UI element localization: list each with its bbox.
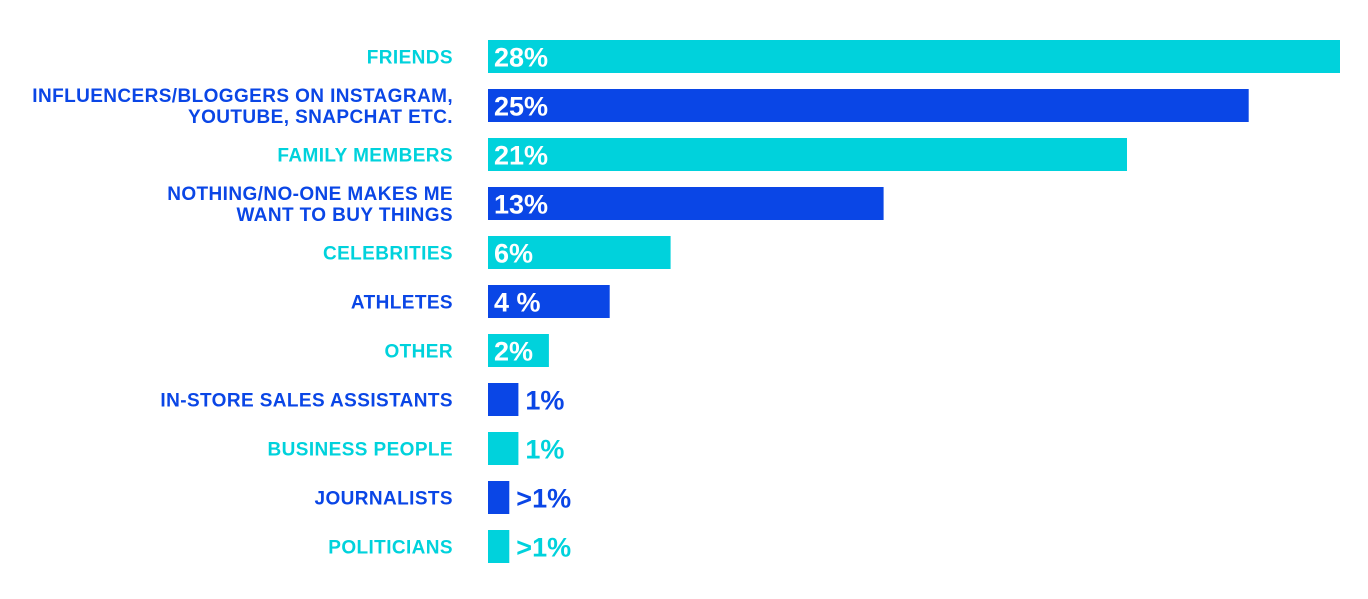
- category-label-line: FAMILY MEMBERS: [277, 146, 453, 167]
- category-label-line: ATHLETES: [351, 293, 453, 314]
- category-label-10: JOURNALISTS: [315, 489, 453, 510]
- category-label-5: CELEBRITIES: [323, 244, 453, 265]
- category-label-line: NOTHING/NO-ONE MAKES ME: [167, 184, 453, 205]
- category-label-2: INFLUENCERS/BLOGGERS ON INSTAGRAM, YOUTUB…: [32, 86, 453, 128]
- category-label-1: FRIENDS: [367, 48, 453, 69]
- category-label-7: OTHER: [385, 342, 454, 363]
- bar-6: [488, 285, 610, 318]
- bar-10: [488, 481, 510, 514]
- value-label-3: 21%: [494, 141, 548, 171]
- value-label-11: >1%: [516, 533, 571, 563]
- bar-8: [488, 383, 519, 416]
- category-label-11: POLITICIANS: [328, 538, 453, 559]
- bar-3: [488, 138, 1127, 171]
- value-label-8: 1%: [525, 386, 564, 416]
- bar-1: [488, 40, 1340, 73]
- value-label-2: 25%: [494, 92, 548, 122]
- bar-11: [488, 530, 510, 563]
- bar-2: [488, 89, 1249, 122]
- value-label-9: 1%: [525, 435, 564, 465]
- category-label-line: FRIENDS: [367, 48, 453, 69]
- category-label-6: ATHLETES: [351, 293, 453, 314]
- value-label-5: 6%: [494, 239, 533, 269]
- category-label-9: BUSINESS PEOPLE: [268, 440, 454, 461]
- category-label-4: NOTHING/NO-ONE MAKES ME WANT TO BUY THING…: [167, 184, 453, 226]
- category-label-line: POLITICIANS: [328, 538, 453, 559]
- category-label-8: IN-STORE SALES ASSISTANTS: [160, 391, 453, 412]
- category-label-line: IN-STORE SALES ASSISTANTS: [160, 391, 453, 412]
- category-label-line: CELEBRITIES: [323, 244, 453, 265]
- category-label-line: INFLUENCERS/BLOGGERS ON INSTAGRAM,: [32, 86, 453, 107]
- value-label-10: >1%: [516, 484, 571, 514]
- category-label-line: YOUTUBE, SNAPCHAT ETC.: [188, 107, 453, 128]
- bar-5: [488, 236, 671, 269]
- category-label-line: OTHER: [385, 342, 454, 363]
- bar-7: [488, 334, 549, 367]
- category-label-line: BUSINESS PEOPLE: [268, 440, 454, 461]
- category-label-line: JOURNALISTS: [315, 489, 453, 510]
- value-label-7: 2%: [494, 337, 533, 367]
- value-label-6: 4 %: [494, 288, 541, 318]
- bar-9: [488, 432, 519, 465]
- bar-4: [488, 187, 884, 220]
- value-label-4: 13%: [494, 190, 548, 220]
- value-label-1: 28%: [494, 43, 548, 73]
- category-label-line: WANT TO BUY THINGS: [236, 205, 453, 226]
- category-label-3: FAMILY MEMBERS: [277, 146, 453, 167]
